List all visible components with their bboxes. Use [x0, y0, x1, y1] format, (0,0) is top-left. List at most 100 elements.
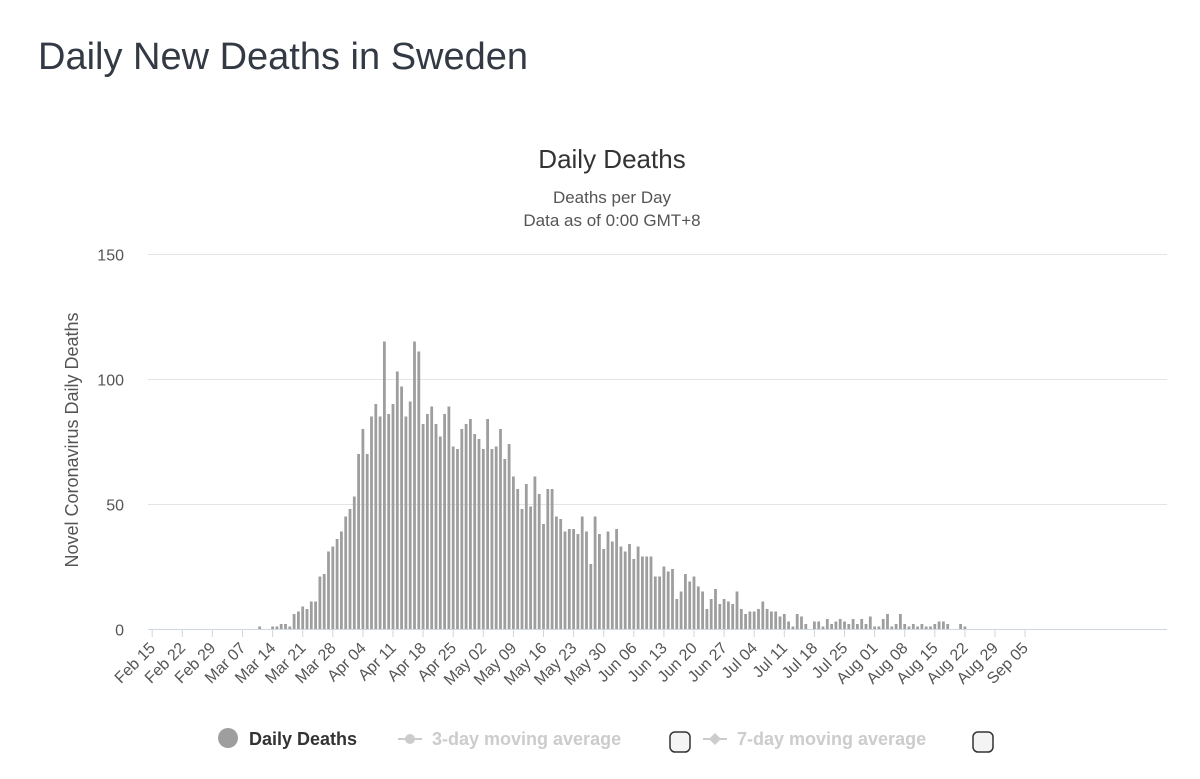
bar[interactable] — [314, 601, 317, 630]
bar[interactable] — [438, 436, 442, 630]
bar[interactable] — [378, 416, 382, 630]
bar[interactable] — [576, 534, 580, 629]
bar[interactable] — [782, 614, 786, 629]
bar[interactable] — [899, 614, 902, 629]
bar[interactable] — [714, 589, 717, 629]
bar[interactable] — [778, 616, 782, 630]
bar[interactable] — [860, 619, 864, 629]
bar[interactable] — [546, 489, 550, 629]
bar[interactable] — [692, 576, 696, 630]
bar[interactable] — [550, 489, 554, 629]
bar[interactable] — [340, 531, 343, 630]
bar[interactable] — [417, 351, 421, 630]
bar[interactable] — [529, 506, 532, 630]
bar[interactable] — [942, 621, 945, 630]
bar[interactable] — [275, 626, 279, 630]
bar[interactable] — [344, 516, 348, 630]
bar[interactable] — [408, 401, 412, 630]
bar[interactable] — [456, 449, 459, 629]
bar[interactable] — [653, 576, 657, 630]
bar[interactable] — [834, 621, 838, 630]
bar[interactable] — [748, 611, 752, 630]
bar[interactable] — [619, 546, 623, 630]
legend-item-3-day-average[interactable]: 3-day moving average — [398, 729, 621, 749]
bar[interactable] — [279, 624, 283, 629]
bar[interactable] — [843, 621, 846, 630]
bar[interactable] — [567, 529, 571, 629]
bar[interactable] — [395, 371, 399, 630]
bar[interactable] — [821, 626, 825, 630]
bar[interactable] — [464, 424, 468, 629]
bar[interactable] — [701, 591, 704, 630]
bar[interactable] — [559, 519, 563, 629]
bar[interactable] — [447, 406, 451, 630]
bar[interactable] — [847, 624, 851, 629]
bar[interactable] — [666, 571, 670, 630]
bar[interactable] — [374, 404, 378, 629]
bar[interactable] — [563, 531, 567, 630]
bar[interactable] — [309, 601, 313, 630]
bar[interactable] — [318, 576, 322, 630]
bar[interactable] — [297, 611, 300, 630]
bar[interactable] — [761, 601, 765, 630]
bar[interactable] — [894, 624, 898, 629]
bar[interactable] — [649, 556, 653, 630]
bar[interactable] — [881, 619, 885, 629]
bar[interactable] — [838, 619, 842, 629]
bar[interactable] — [469, 419, 472, 629]
bar[interactable] — [352, 496, 356, 630]
bar[interactable] — [383, 341, 386, 630]
bar[interactable] — [817, 621, 821, 630]
bar[interactable] — [662, 566, 666, 630]
bar[interactable] — [787, 621, 790, 630]
bar[interactable] — [675, 599, 679, 629]
bar[interactable] — [520, 509, 524, 629]
bar[interactable] — [946, 624, 950, 629]
bar[interactable] — [825, 619, 829, 629]
bar[interactable] — [537, 494, 541, 629]
bar[interactable] — [451, 446, 455, 630]
bar[interactable] — [507, 444, 511, 629]
bar[interactable] — [856, 624, 859, 629]
bar[interactable] — [370, 416, 373, 630]
bar[interactable] — [516, 489, 520, 629]
bar[interactable] — [864, 624, 868, 629]
bar[interactable] — [688, 581, 692, 630]
bar[interactable] — [494, 446, 498, 630]
bar[interactable] — [933, 624, 937, 629]
bar[interactable] — [434, 424, 438, 629]
bar[interactable] — [645, 556, 649, 630]
toggle-7-day-checkbox[interactable] — [972, 731, 994, 753]
bar[interactable] — [430, 406, 434, 630]
bar[interactable] — [292, 614, 296, 629]
bar[interactable] — [460, 429, 464, 629]
bar[interactable] — [387, 414, 391, 629]
bar[interactable] — [679, 591, 683, 630]
bar[interactable] — [301, 606, 305, 630]
bar[interactable] — [722, 599, 726, 629]
bar[interactable] — [718, 604, 722, 629]
bar[interactable] — [696, 586, 700, 630]
bar[interactable] — [757, 609, 760, 629]
bar[interactable] — [765, 609, 769, 629]
bar[interactable] — [795, 614, 799, 629]
bar[interactable] — [322, 574, 326, 629]
bar[interactable] — [671, 569, 674, 629]
bar[interactable] — [580, 516, 584, 630]
bar[interactable] — [813, 621, 816, 630]
bar[interactable] — [499, 429, 502, 629]
bar[interactable] — [868, 616, 872, 630]
bar[interactable] — [610, 541, 614, 630]
bar[interactable] — [636, 546, 640, 630]
bar[interactable] — [598, 534, 601, 629]
bar[interactable] — [709, 599, 713, 629]
bar[interactable] — [443, 414, 446, 629]
bar[interactable] — [727, 601, 730, 630]
bar[interactable] — [593, 516, 597, 630]
bar[interactable] — [271, 626, 274, 630]
bar[interactable] — [284, 624, 287, 629]
bar[interactable] — [963, 626, 967, 630]
bar[interactable] — [890, 626, 894, 630]
legend-item-7-day-average[interactable]: 7-day moving average — [703, 729, 926, 749]
bar[interactable] — [357, 454, 360, 629]
